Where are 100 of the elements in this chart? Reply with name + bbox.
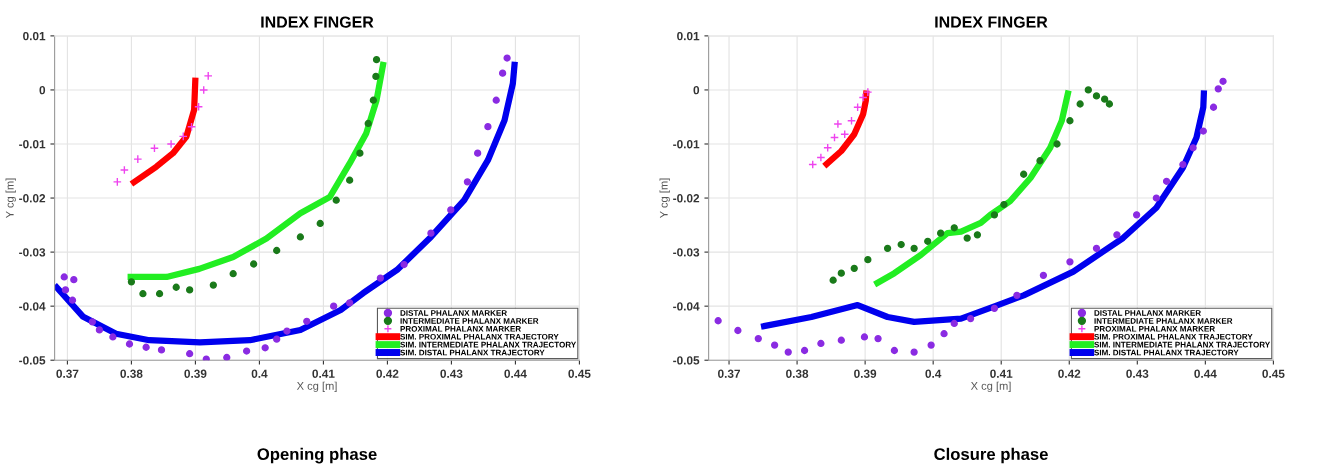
y-tick-label: 0.01	[677, 31, 700, 41]
point	[1162, 177, 1171, 185]
x-tick-label: 0.45	[568, 369, 591, 378]
point	[1199, 127, 1207, 135]
point	[157, 346, 166, 354]
point	[261, 344, 269, 352]
point	[95, 326, 104, 334]
point	[202, 355, 210, 361]
point	[1039, 271, 1048, 279]
point	[897, 240, 905, 249]
y-tick-label: -0.04	[673, 302, 700, 311]
legend-label: SIM. INTERMEDIATE PHALANX TRAJECTORY	[1094, 341, 1271, 348]
x-tick-label: 0.43	[1126, 369, 1149, 378]
point	[125, 340, 134, 348]
x-axis-title: X cg [m]	[970, 381, 1011, 392]
point	[734, 326, 742, 335]
legend-label: SIM. PROXIMAL PHALANX TRAJECTORY	[1094, 333, 1253, 340]
point	[1092, 244, 1101, 252]
x-tick-label: 0.39	[854, 369, 877, 378]
legend-label: SIM. INTERMEDIATE PHALANX TRAJECTORY	[400, 341, 577, 348]
point	[199, 85, 209, 95]
point	[1066, 117, 1074, 125]
point	[1020, 170, 1028, 178]
point	[1036, 157, 1044, 165]
point	[860, 333, 869, 341]
point	[973, 231, 982, 239]
point	[927, 341, 935, 349]
legend-label: INTERMEDIATE PHALANX MARKER	[1094, 318, 1233, 324]
point	[186, 286, 194, 294]
point	[356, 149, 364, 157]
point	[330, 302, 338, 310]
point	[950, 319, 958, 328]
point	[503, 54, 511, 62]
point	[966, 314, 975, 323]
text: Opening phase	[257, 447, 377, 464]
point	[1179, 160, 1187, 169]
y-axis-title: Y cg [m]	[659, 178, 670, 219]
point	[70, 276, 78, 284]
point	[990, 304, 999, 312]
point	[60, 273, 68, 281]
x-tick-label: 0.42	[1058, 369, 1081, 378]
point	[203, 71, 213, 81]
point	[273, 335, 281, 343]
y-tick-label: -0.04	[19, 302, 46, 311]
point	[155, 290, 164, 298]
x-axis-title: X cg [m]	[296, 381, 337, 392]
point	[463, 178, 472, 186]
point	[498, 69, 507, 77]
x-tick-label: 0.37	[56, 369, 79, 378]
point	[1189, 144, 1197, 152]
legend-label: SIM. DISTAL PHALANX TRAJECTORY	[400, 349, 545, 356]
point	[447, 206, 455, 214]
point	[186, 350, 194, 358]
chart-title: INDEX FINGER	[935, 16, 1048, 28]
y-tick-label: -0.05	[673, 356, 700, 365]
point	[910, 348, 918, 356]
point	[273, 246, 281, 255]
point	[250, 260, 258, 268]
y-tick-label: 0.01	[23, 31, 46, 41]
point	[166, 139, 176, 149]
point	[209, 281, 217, 289]
point	[1105, 100, 1114, 108]
point	[369, 96, 377, 104]
point	[364, 119, 372, 128]
y-tick-label: 0	[39, 85, 46, 95]
x-tick-label: 0.45	[1262, 369, 1285, 378]
point	[754, 334, 762, 343]
point	[1101, 95, 1109, 103]
point	[1214, 85, 1222, 93]
point	[1000, 200, 1008, 209]
y-tick-label: -0.01	[19, 140, 46, 149]
x-tick-label: 0.38	[120, 369, 143, 378]
point	[139, 290, 147, 298]
point	[303, 317, 311, 325]
legend-label: INTERMEDIATE PHALANX MARKER	[400, 318, 539, 324]
legend-label: DISTAL PHALANX MARKER	[1094, 310, 1201, 316]
point	[833, 119, 843, 129]
point	[1092, 92, 1101, 100]
point	[950, 224, 958, 232]
point	[1152, 194, 1160, 202]
y-tick-label: -0.02	[19, 194, 46, 203]
point	[1219, 77, 1227, 85]
point	[133, 154, 143, 164]
point	[346, 299, 354, 307]
x-tick-label: 0.44	[1194, 369, 1217, 378]
point	[332, 196, 340, 204]
x-tick-label: 0.42	[376, 369, 399, 378]
point	[1113, 231, 1121, 239]
point	[376, 274, 385, 282]
point	[229, 270, 237, 278]
point	[427, 229, 435, 237]
point	[1076, 100, 1084, 108]
text: Closure phase	[934, 447, 1048, 464]
point	[817, 339, 825, 348]
point	[400, 260, 408, 269]
point	[372, 56, 381, 64]
chart-title: INDEX FINGER	[261, 16, 374, 28]
point	[837, 269, 845, 277]
y-axis-title: Y cg [m]	[5, 178, 16, 219]
x-tick-label: 0.43	[440, 369, 463, 378]
